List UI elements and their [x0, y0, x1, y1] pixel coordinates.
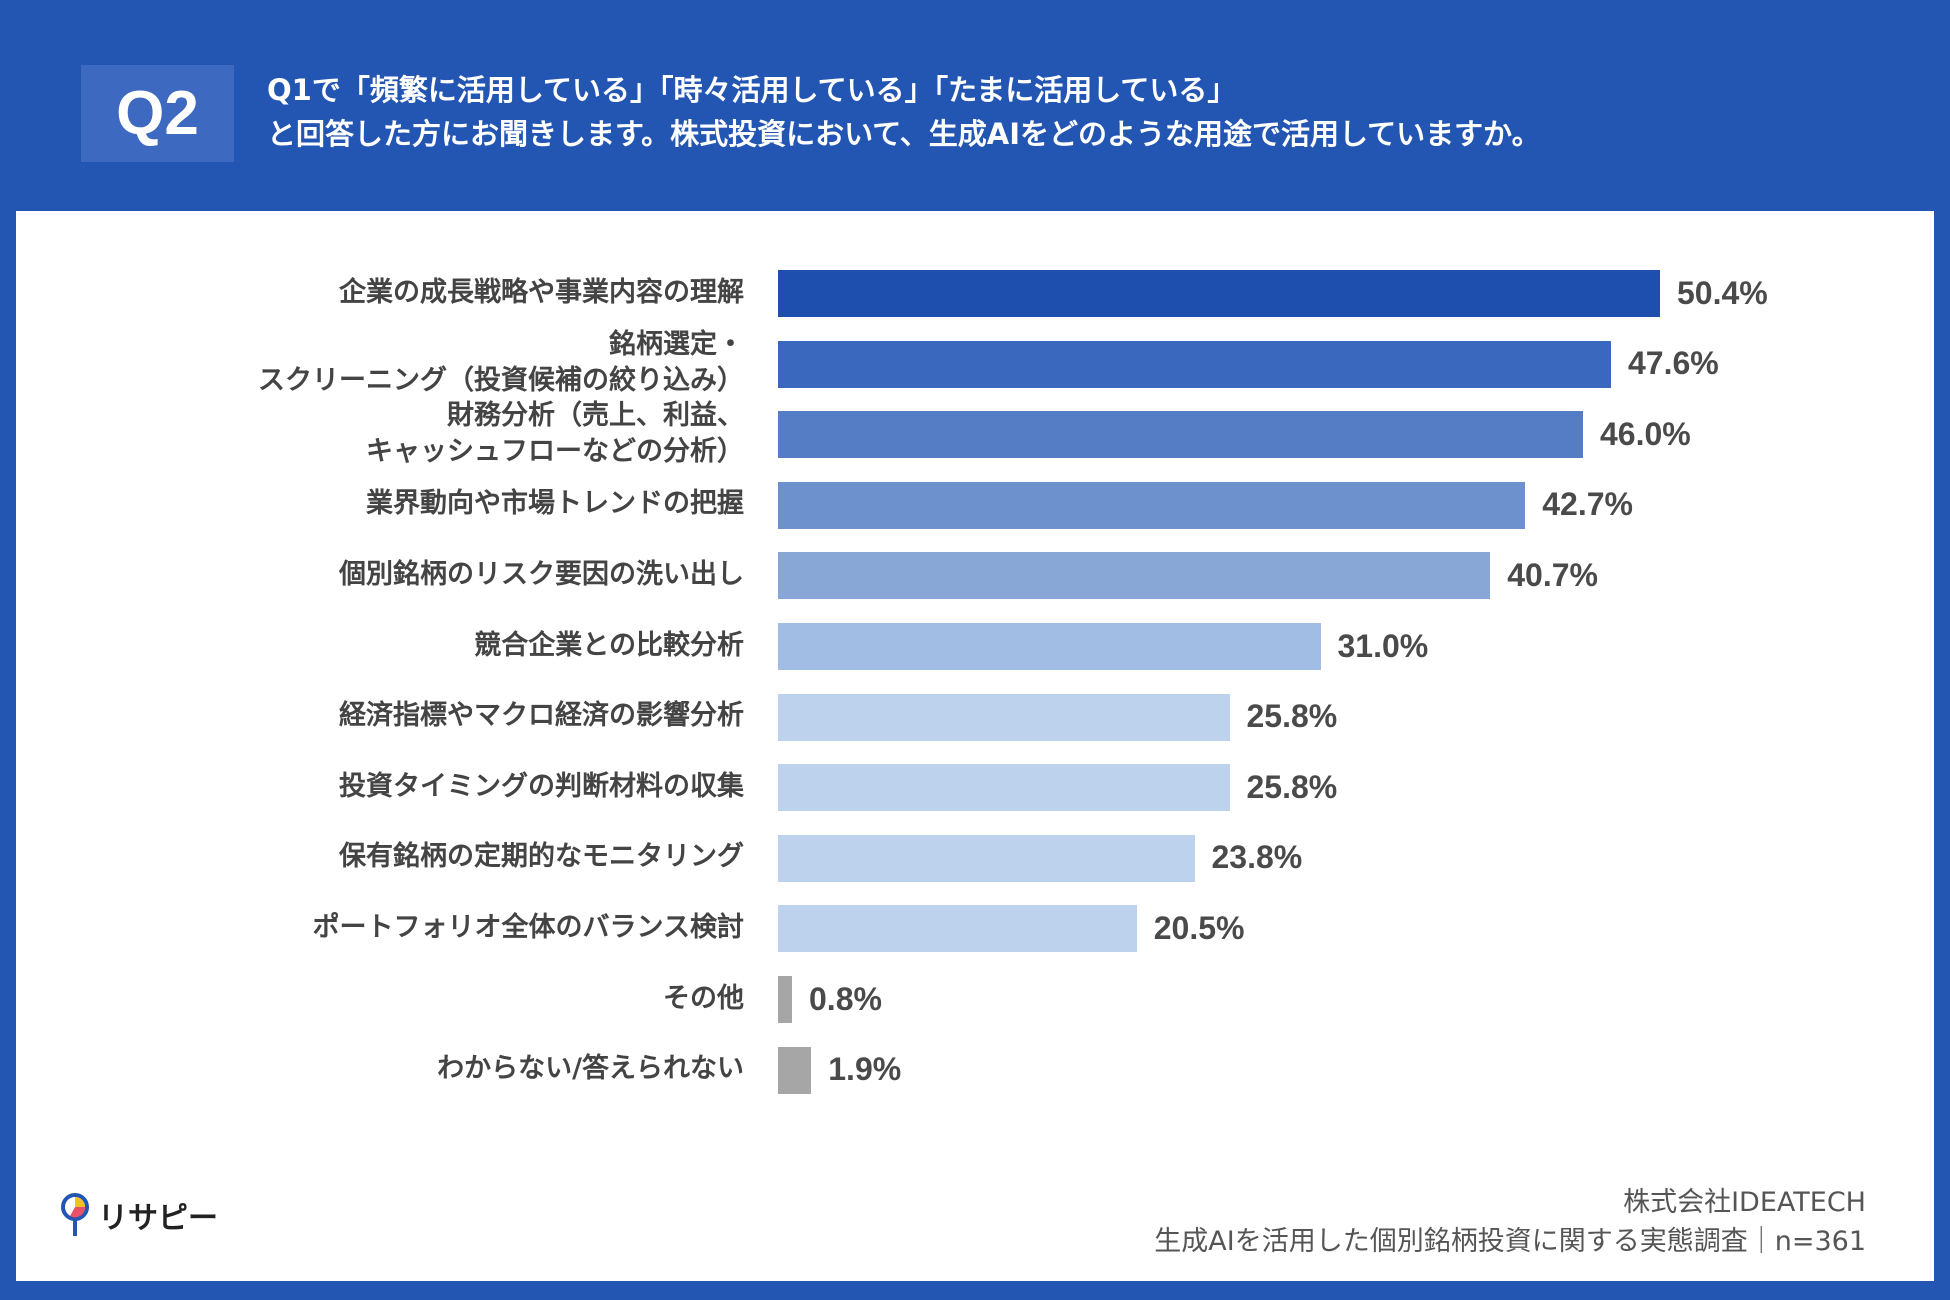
category-label: 個別銘柄のリスク要因の洗い出し	[339, 558, 744, 590]
bar	[778, 693, 1230, 741]
category-label: 企業の成長戦略や事業内容の理解	[339, 276, 744, 308]
category-label: わからない/答えられない	[437, 1053, 744, 1085]
value-label: 1.9%	[828, 1051, 902, 1088]
value-label: 20.5%	[1153, 909, 1245, 946]
category-label: 経済指標やマクロ経済の影響分析	[339, 700, 744, 732]
value-label: 42.7%	[1542, 486, 1633, 523]
logo-text: リサピー	[98, 1201, 218, 1236]
category-label: ポートフォリオ全体のバランス検討	[312, 911, 744, 943]
category-label: 銘柄選定・ スクリーニング（投資候補の絞り込み）	[258, 329, 744, 397]
value-label: 47.6%	[1628, 345, 1719, 382]
category-label: 保有銘柄の定期的なモニタリング	[339, 841, 744, 873]
chart-panel	[16, 211, 1934, 1281]
category-label: 競合企業との比較分析	[474, 629, 744, 661]
value-label: 25.8%	[1246, 698, 1338, 735]
category-label: 財務分析（売上、利益、 キャッシュフローなどの分析）	[366, 399, 744, 467]
value-label: 50.4%	[1677, 274, 1768, 311]
category-label: 業界動向や市場トレンドの把握	[366, 488, 744, 520]
value-label: 25.8%	[1246, 768, 1338, 805]
bar	[778, 552, 1491, 600]
bar	[778, 623, 1321, 670]
bar	[778, 411, 1583, 459]
category-label: 投資タイミングの判断材料の収集	[339, 770, 744, 802]
value-label: 23.8%	[1211, 839, 1303, 876]
question-title-line-2: と回答した方にお聞きします。株式投資において、生成AIをどのような用途で活用して…	[267, 117, 1541, 151]
bar	[778, 834, 1195, 882]
bar	[778, 1046, 812, 1094]
question-title-line-1: Q1で「頻繁に活用している」「時々活用している」「たまに活用している」	[267, 73, 1237, 107]
bar	[778, 481, 1526, 529]
risapi-logo: リサピー	[60, 1192, 218, 1238]
footer-company: 株式会社IDEATECH	[1623, 1187, 1866, 1218]
footer-survey: 生成AIを活用した個別銘柄投資に関する実態調査｜n=361	[1154, 1226, 1866, 1257]
bar	[778, 905, 1137, 953]
value-label: 40.7%	[1507, 556, 1598, 593]
pin-logo-icon	[61, 1193, 89, 1236]
bar	[778, 764, 1230, 812]
bar	[778, 976, 792, 1023]
question-number-badge: Q2	[81, 65, 234, 162]
bar	[778, 340, 1611, 388]
value-label: 0.8%	[809, 980, 882, 1017]
value-label: 46.0%	[1600, 415, 1691, 452]
category-label: その他	[663, 982, 744, 1014]
value-label: 31.0%	[1337, 627, 1429, 664]
question-title: Q1で「頻繁に活用している」「時々活用している」「たまに活用している」 と回答し…	[267, 68, 1541, 156]
bar	[778, 270, 1660, 317]
